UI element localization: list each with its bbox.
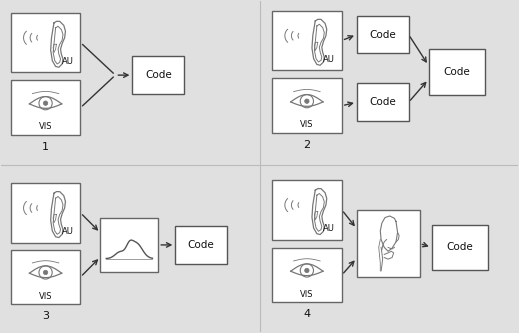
Text: Code: Code	[145, 70, 172, 80]
Bar	[357, 16, 408, 54]
Bar	[11, 13, 80, 72]
Circle shape	[305, 99, 309, 103]
Text: AU: AU	[323, 224, 335, 233]
Bar	[11, 183, 80, 243]
Text: Code: Code	[370, 30, 396, 40]
Text: AU: AU	[323, 55, 335, 64]
Text: 3: 3	[42, 311, 49, 321]
Bar	[175, 226, 227, 264]
Circle shape	[44, 270, 48, 275]
Bar	[357, 210, 419, 277]
Text: VIS: VIS	[39, 123, 52, 132]
Circle shape	[305, 268, 309, 273]
Bar	[101, 217, 158, 272]
Text: Code: Code	[444, 67, 470, 77]
Circle shape	[44, 101, 48, 105]
Bar	[272, 11, 342, 70]
Text: Code: Code	[446, 242, 473, 252]
Bar	[11, 80, 80, 135]
Text: 4: 4	[303, 309, 310, 319]
Text: Code: Code	[188, 240, 214, 250]
Bar	[429, 50, 485, 95]
Text: 2: 2	[303, 140, 310, 150]
Text: VIS: VIS	[300, 290, 313, 299]
Bar	[272, 78, 342, 133]
Bar	[272, 248, 342, 302]
Text: VIS: VIS	[300, 121, 313, 130]
Bar	[431, 224, 488, 270]
Text: Code: Code	[370, 97, 396, 107]
Text: AU: AU	[62, 227, 74, 236]
Bar	[11, 250, 80, 304]
Text: 1: 1	[42, 142, 49, 152]
Bar	[272, 180, 342, 240]
Bar	[357, 83, 408, 121]
Bar	[132, 56, 184, 94]
Text: VIS: VIS	[39, 292, 52, 301]
Text: AU: AU	[62, 57, 74, 66]
